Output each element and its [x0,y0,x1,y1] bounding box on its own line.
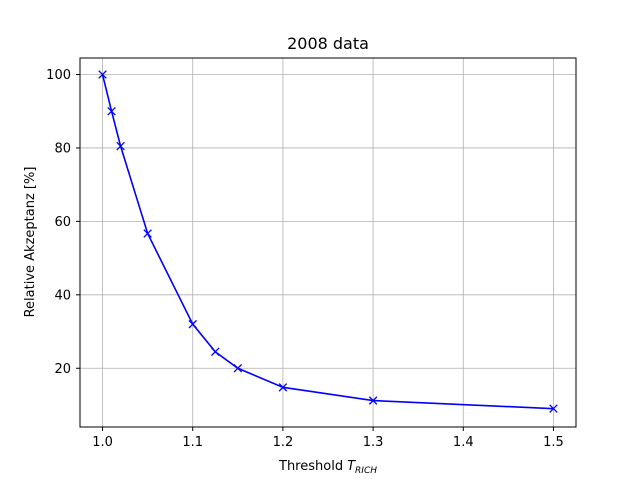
x-axis-label: Threshold TRICH [278,459,377,476]
grid [80,58,576,427]
data-point-marker [143,229,152,238]
x-tick-label: 1.5 [543,435,564,450]
marker-stroke [116,141,125,151]
chart-title: 2008 data [287,34,369,53]
marker-stroke [233,363,243,373]
y-tick-label: 80 [54,141,71,156]
x-tick-label: 1.1 [182,435,203,450]
x-tick-label: 1.0 [92,435,113,450]
y-axis: 20 40 60 80 100 [46,68,80,377]
y-tick-label: 40 [54,288,71,303]
y-tick-label: 100 [46,68,71,83]
data-point-marker [116,141,125,151]
y-tick-label: 60 [54,215,71,230]
data-point-marker [549,404,558,413]
data-point-marker [278,383,288,392]
data-point-marker [211,347,220,356]
x-tick-label: 1.4 [453,435,474,450]
marker-stroke [98,70,107,79]
series-layer [98,70,558,413]
marker-stroke [211,347,220,356]
y-tick-label: 20 [54,362,71,377]
x-tick-label: 1.3 [363,435,384,450]
data-point-marker [188,319,197,329]
marker-stroke [107,106,116,116]
series-line [101,74,554,410]
data-point-marker [107,106,116,116]
x-axis: 1.0 1.1 1.2 1.3 1.4 1.5 [92,427,564,450]
plot-frame [79,57,577,428]
y-axis-label: Relative Akzeptanz [%] [23,167,38,318]
x-axis-label-subscript: RICH [355,466,377,476]
marker-stroke [549,404,558,413]
data-point-marker [98,70,107,79]
x-axis-label-text: Threshold [278,459,343,474]
data-point-marker [368,396,378,405]
data-point-marker [233,363,243,373]
marker-stroke [278,383,288,392]
marker-stroke [143,229,152,238]
x-axis-label-symbol: T [347,459,356,474]
marker-stroke [368,396,378,405]
x-tick-label: 1.2 [273,435,294,450]
marker-stroke [188,319,197,329]
